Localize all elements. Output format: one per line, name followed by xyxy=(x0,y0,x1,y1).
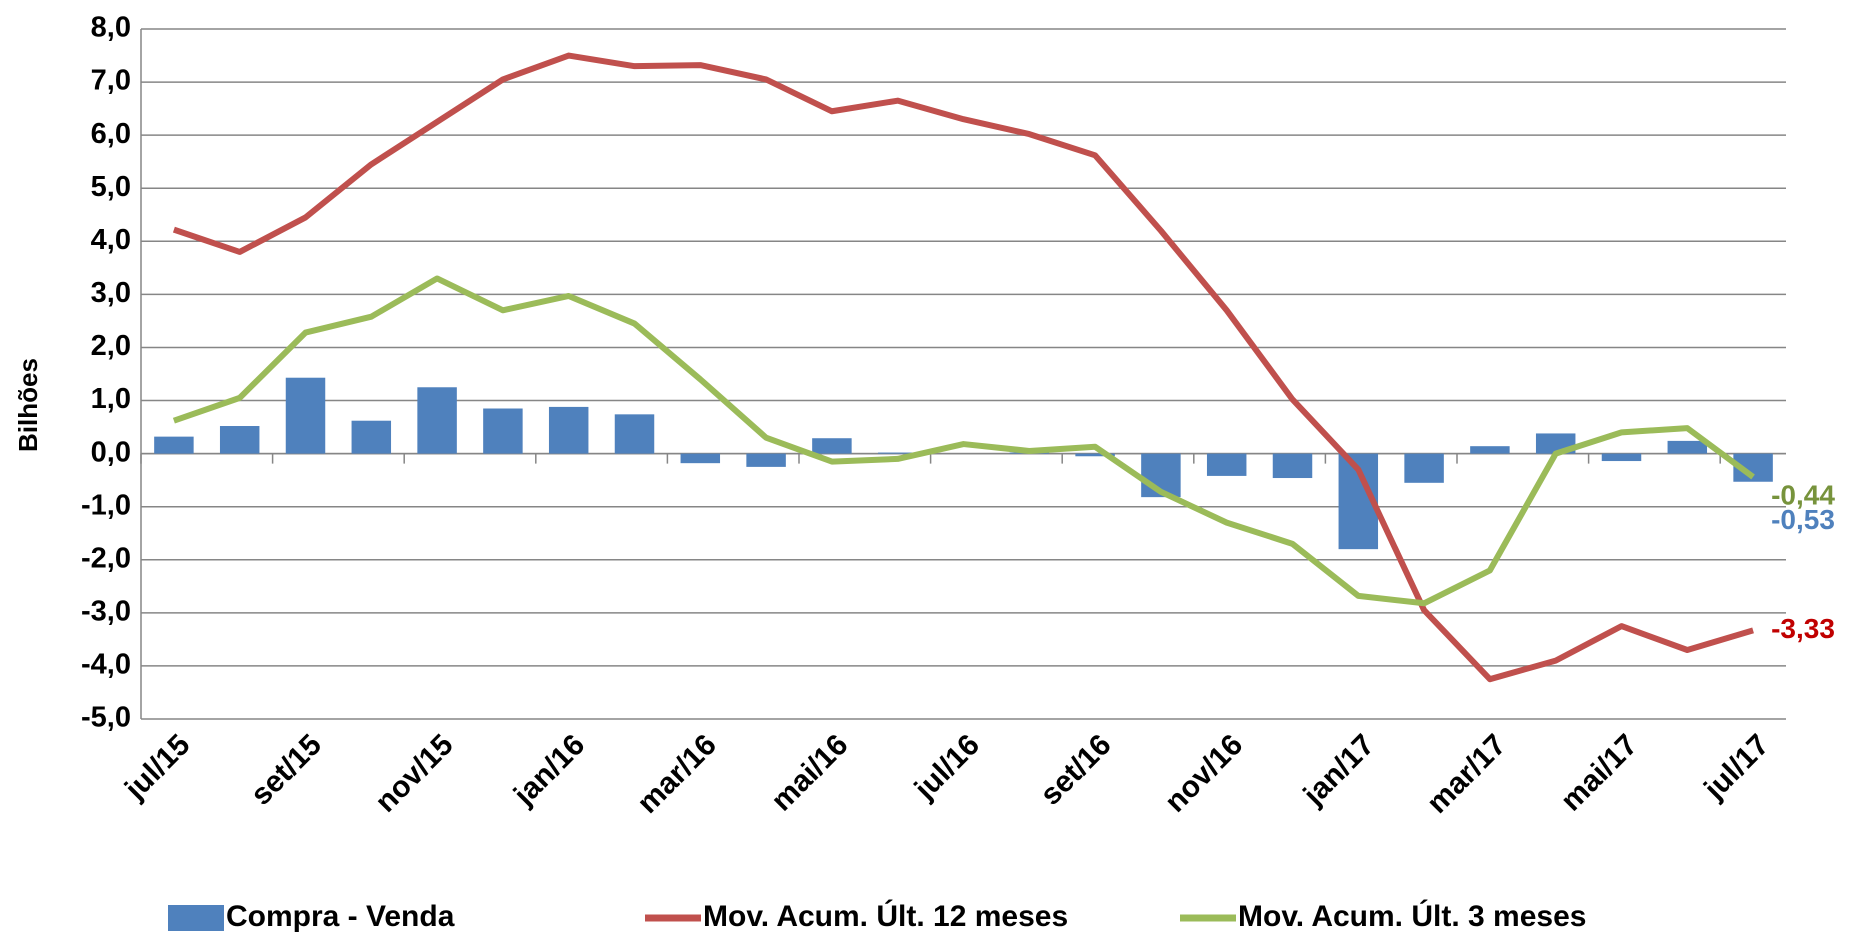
x-tick-label: jul/15 xyxy=(118,728,196,806)
legend-swatch xyxy=(168,905,224,931)
bar xyxy=(812,438,852,454)
bar xyxy=(1601,453,1642,462)
x-tick-label: nov/16 xyxy=(1159,728,1250,819)
y-tick-label: 4,0 xyxy=(91,224,131,256)
y-tick-label: 6,0 xyxy=(91,118,131,150)
x-tick-label: mai/16 xyxy=(765,728,854,817)
y-axis-label: Bilhões xyxy=(13,358,43,452)
y-tick-label: 8,0 xyxy=(91,12,131,44)
bar xyxy=(285,377,326,454)
bar xyxy=(1206,453,1247,476)
y-tick-label: -1,0 xyxy=(81,489,131,521)
y-tick-label: 2,0 xyxy=(91,330,131,362)
bar xyxy=(219,426,260,454)
bar xyxy=(877,452,918,454)
bar xyxy=(746,453,786,467)
line xyxy=(172,275,1755,607)
value-label: -3,33 xyxy=(1771,613,1835,644)
y-tick-label: 7,0 xyxy=(91,65,131,97)
y-tick-label: -2,0 xyxy=(81,542,131,574)
x-tick-label: nov/15 xyxy=(369,728,460,819)
y-tick-label: -5,0 xyxy=(81,702,131,734)
x-tick-label: mai/17 xyxy=(1555,728,1644,817)
legend-label: Mov. Acum. Últ. 12 meses xyxy=(703,899,1068,933)
y-tick-label: 5,0 xyxy=(91,171,131,203)
y-tick-label: -3,0 xyxy=(81,596,131,628)
y-tick-label: 1,0 xyxy=(91,383,131,415)
x-tick-label: mar/17 xyxy=(1421,728,1513,820)
value-label: -0,44 xyxy=(1771,479,1835,510)
value-label: -0,53 xyxy=(1771,504,1835,535)
x-tick-label: mar/16 xyxy=(631,728,723,820)
bar xyxy=(614,414,655,454)
x-tick-label: set/16 xyxy=(1034,728,1117,811)
bar xyxy=(1470,446,1510,454)
bar xyxy=(417,387,457,454)
y-tick-label: -4,0 xyxy=(81,649,131,681)
x-tick-label: jul/16 xyxy=(908,728,986,806)
bar xyxy=(1667,440,1708,454)
bar xyxy=(680,453,721,464)
y-tick-label: 0,0 xyxy=(91,436,131,468)
x-tick-label: jul/17 xyxy=(1697,728,1775,806)
line xyxy=(172,52,1754,683)
bar xyxy=(1075,453,1115,457)
bar xyxy=(1272,453,1313,479)
bar xyxy=(351,420,392,454)
bar xyxy=(483,408,523,454)
y-tick-label: 3,0 xyxy=(91,277,131,309)
x-tick-label: set/15 xyxy=(245,728,328,811)
x-tick-label: jan/17 xyxy=(1297,728,1381,812)
legend-label: Mov. Acum. Últ. 3 meses xyxy=(1238,899,1586,933)
x-tick-label: jan/16 xyxy=(507,728,591,812)
legend-label: Compra - Venda xyxy=(226,900,455,933)
bar xyxy=(548,406,589,454)
bar xyxy=(1404,453,1444,483)
bar xyxy=(154,436,194,454)
